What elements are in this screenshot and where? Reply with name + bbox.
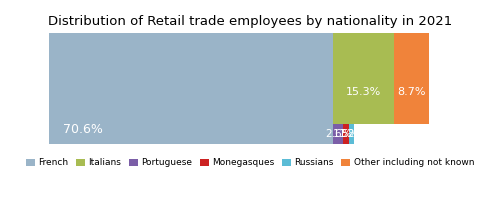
Text: 8.7%: 8.7% [398,87,426,97]
Bar [333,124,344,145]
Bar [344,124,349,145]
Text: 1.5%: 1.5% [333,129,359,139]
Legend: French, Italians, Portuguese, Monegasques, Russians, Other including not known: French, Italians, Portuguese, Monegasque… [22,155,477,171]
Title: Distribution of Retail trade employees by nationality in 2021: Distribution of Retail trade employees b… [48,15,452,28]
Bar [49,33,333,145]
Bar [394,33,430,124]
Text: 15.3%: 15.3% [346,87,381,97]
Text: 2.6%: 2.6% [325,129,351,139]
Bar [333,33,394,124]
Text: 1.2%: 1.2% [338,129,365,139]
Bar [350,124,354,145]
Text: 70.6%: 70.6% [63,123,103,136]
